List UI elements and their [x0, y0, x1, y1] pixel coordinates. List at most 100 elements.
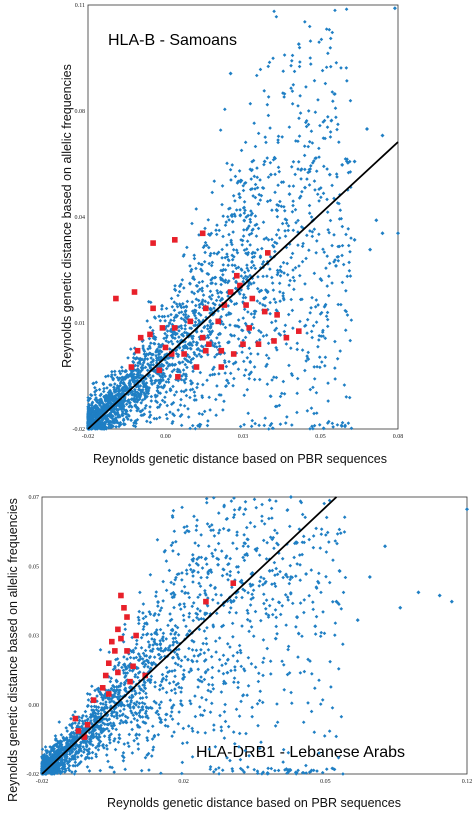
cloud-point [192, 639, 196, 644]
cloud-point [330, 281, 334, 285]
cloud-point [99, 397, 103, 401]
cloud-point [261, 220, 266, 225]
cloud-point [220, 573, 225, 578]
cloud-point [221, 653, 226, 658]
cloud-point [45, 757, 49, 761]
cloud-point [170, 369, 175, 374]
cloud-point [203, 612, 207, 617]
cloud-point [286, 644, 291, 649]
cloud-point [249, 209, 253, 213]
cloud-point [333, 106, 338, 111]
cloud-point [180, 571, 184, 575]
cloud-point [199, 329, 204, 334]
cloud-point [169, 580, 173, 585]
cloud-point [312, 179, 317, 183]
cloud-point [314, 169, 319, 173]
cloud-point [212, 723, 216, 727]
cloud-point [252, 174, 257, 179]
cloud-point [145, 319, 150, 323]
cloud-point [296, 160, 301, 164]
cloud-point [123, 627, 128, 632]
cloud-point [306, 144, 311, 149]
cloud-point [182, 668, 186, 673]
cloud-point [345, 79, 349, 83]
cloud-point [177, 325, 181, 329]
cloud-point [118, 388, 122, 393]
cloud-point [212, 275, 217, 280]
cloud-point [296, 655, 300, 659]
cloud-point [278, 290, 282, 294]
cloud-point [195, 607, 200, 611]
cloud-point [276, 600, 281, 605]
cloud-point [116, 414, 121, 418]
cloud-point [214, 611, 219, 616]
cloud-point [325, 197, 329, 202]
cloud-point [94, 405, 98, 409]
cloud-point [123, 411, 128, 416]
cloud-point [260, 519, 264, 523]
cloud-point [89, 414, 93, 419]
x-axis-label: Reynolds genetic distance based on PBR s… [93, 452, 387, 466]
cloud-point [282, 687, 287, 692]
data-point [124, 648, 130, 654]
cloud-point [132, 372, 136, 377]
cloud-point [96, 748, 101, 752]
cloud-point [222, 736, 227, 740]
cloud-point [155, 642, 159, 647]
cloud-point [302, 598, 307, 602]
cloud-point [280, 221, 285, 226]
cloud-point [309, 215, 314, 219]
cloud-point [155, 347, 160, 352]
cloud-point [167, 321, 172, 326]
cloud-point [325, 125, 330, 129]
cloud-point [134, 392, 138, 397]
cloud-point [349, 236, 353, 240]
cloud-point [233, 263, 237, 268]
cloud-point [314, 320, 319, 324]
cloud-point [261, 302, 265, 307]
cloud-point [155, 405, 160, 410]
cloud-point [174, 683, 179, 687]
x-tick-label: 0.02 [178, 779, 189, 785]
cloud-point [185, 352, 190, 357]
cloud-point [182, 525, 186, 530]
cloud-point [186, 415, 191, 419]
cloud-point [269, 421, 274, 426]
cloud-point [173, 283, 177, 288]
cloud-point [236, 565, 241, 569]
cloud-point [251, 588, 256, 593]
cloud-point [234, 301, 239, 306]
cloud-point [107, 697, 112, 701]
cloud-point [166, 648, 170, 652]
cloud-point [138, 384, 143, 388]
cloud-point [130, 377, 135, 382]
cloud-point [249, 625, 254, 629]
cloud-point [178, 361, 182, 365]
cloud-point [339, 216, 344, 221]
cloud-point [236, 680, 240, 685]
cloud-point [137, 670, 142, 674]
cloud-point [268, 311, 272, 316]
cloud-point [222, 504, 226, 509]
cloud-point [140, 661, 145, 666]
data-point [118, 592, 124, 599]
cloud-point [133, 674, 137, 679]
cloud-point [145, 368, 150, 373]
cloud-point [99, 711, 103, 716]
cloud-point [190, 604, 195, 609]
cloud-point [171, 400, 176, 405]
cloud-point [97, 421, 101, 425]
cloud-point [205, 522, 210, 526]
cloud-point [323, 364, 327, 368]
cloud-point [297, 45, 302, 50]
cloud-point [253, 223, 258, 228]
cloud-point [129, 720, 134, 724]
cloud-point [128, 384, 132, 389]
cloud-point [307, 183, 312, 187]
cloud-point [151, 748, 155, 752]
cloud-point [101, 742, 105, 747]
cloud-point [215, 384, 219, 388]
cloud-point [261, 770, 265, 775]
cloud-point [216, 531, 221, 535]
cloud-point [207, 261, 212, 266]
